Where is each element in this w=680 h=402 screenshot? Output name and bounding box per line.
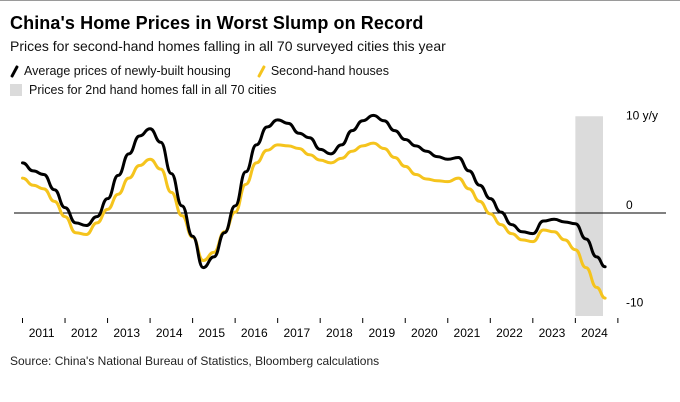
price-line-chart: 2011 2012 2013 2014 2015 2016 2017 2018 2019 2020…	[14, 108, 666, 340]
x-axis-label: 2019	[369, 326, 396, 340]
legend-label-newly-built: Average prices of newly-built housing	[24, 64, 231, 78]
x-axis-label: 2024	[581, 326, 608, 340]
band-marker-icon	[10, 84, 22, 96]
legend-item-newly-built: Average prices of newly-built housing	[10, 64, 231, 78]
top-rule	[0, 0, 680, 1]
legend-row-1: Average prices of newly-built housing Se…	[10, 64, 670, 78]
x-axis-label: 2013	[113, 326, 140, 340]
x-axis-label: 2021	[454, 326, 481, 340]
source-note: Source: China's National Bureau of Stati…	[10, 354, 380, 368]
x-axis-label: 2020	[411, 326, 438, 340]
x-axis-label: 2018	[326, 326, 353, 340]
all-cities-falling-band	[575, 116, 603, 316]
y-axis-label: 10 y/y	[626, 108, 658, 122]
x-axis-label: 2014	[156, 326, 183, 340]
legend-item-all-cities-band: Prices for 2nd hand homes fall in all 70…	[10, 83, 276, 97]
x-axis-label: 2011	[29, 326, 55, 340]
chart-card: China's Home Prices in Worst Slump on Re…	[0, 1, 680, 368]
legend-label-second-hand: Second-hand houses	[270, 64, 389, 78]
chart-subtitle: Prices for second-hand homes falling in …	[10, 38, 446, 54]
x-axis-label: 2022	[496, 326, 523, 340]
x-axis-label: 2015	[198, 326, 225, 340]
x-axis-label: 2017	[283, 326, 310, 340]
x-axis-label: 2012	[71, 326, 98, 340]
x-axis-label: 2023	[539, 326, 566, 340]
legend-item-second-hand: Second-hand houses	[256, 64, 389, 78]
y-axis-label: -10	[626, 296, 644, 310]
x-axis-label: 2016	[241, 326, 268, 340]
legend: Average prices of newly-built housing Se…	[10, 64, 670, 97]
legend-row-2: Prices for 2nd hand homes fall in all 70…	[10, 83, 670, 97]
newly-built-line	[21, 113, 607, 270]
newly-built-line-marker-icon	[10, 64, 19, 78]
second-hand-line	[21, 141, 607, 300]
chart-title: China's Home Prices in Worst Slump on Re…	[10, 13, 424, 33]
second-hand-line-marker-icon	[256, 64, 266, 78]
legend-label-all-cities-band: Prices for 2nd hand homes fall in all 70…	[29, 83, 277, 97]
y-axis-label: 0	[626, 198, 633, 212]
